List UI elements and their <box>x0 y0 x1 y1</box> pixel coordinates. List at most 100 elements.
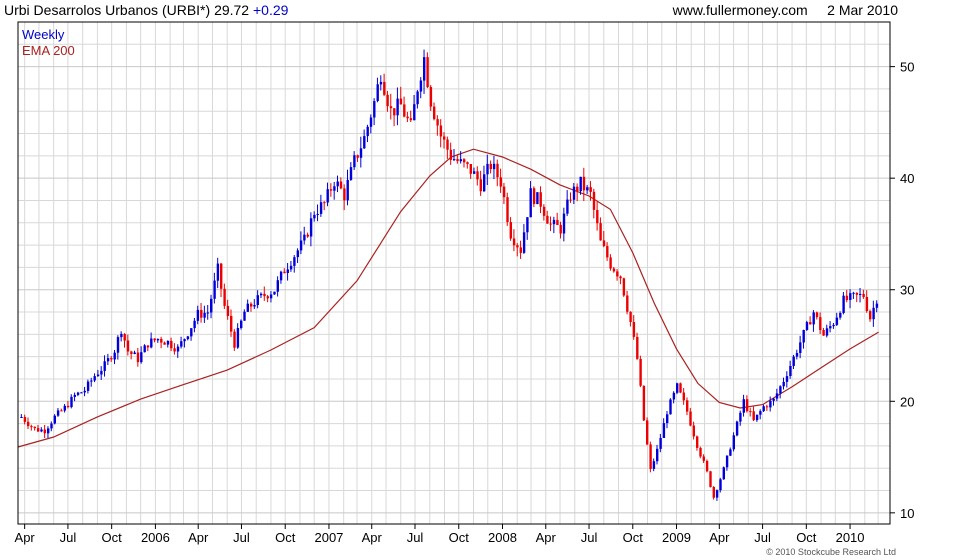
price-bar-body <box>815 312 819 318</box>
ema-layer <box>17 148 879 448</box>
price-bar-body <box>439 125 443 137</box>
price-bar-body <box>60 410 63 412</box>
price-bar-body <box>419 80 423 92</box>
price-bar-body <box>86 381 90 391</box>
price-bar-body <box>150 338 153 348</box>
price-bar-body <box>73 394 76 397</box>
x-tick-label: 2007 <box>314 530 343 545</box>
price-bar-body <box>569 199 572 201</box>
price-bar-body <box>536 192 539 204</box>
price-bar-body <box>220 263 223 289</box>
price-bar-body <box>416 91 419 105</box>
price-bar-body <box>476 171 479 180</box>
price-bar-body <box>273 291 276 295</box>
price-bar-body <box>190 328 193 337</box>
price-bar-body <box>676 383 679 393</box>
price-bar-body <box>120 333 123 338</box>
price-bar-body <box>453 159 456 161</box>
source-url[interactable]: www.fullermoney.com <box>672 2 808 18</box>
price-bar-body <box>63 405 66 411</box>
y-axis: 10 20 30 40 50 <box>890 60 914 521</box>
price-bar-body <box>589 187 592 192</box>
price-bar-body <box>356 155 359 158</box>
price-bar-body <box>599 223 602 241</box>
price-bar-body <box>689 411 692 426</box>
price-bar-body <box>130 351 133 354</box>
price-bar-body <box>233 331 236 348</box>
x-tick-label: Oct <box>796 530 817 545</box>
price-bar-body <box>323 202 326 204</box>
price-bar-body <box>656 448 659 462</box>
price-bar-body <box>37 428 40 432</box>
y-tick-label: 30 <box>900 283 914 298</box>
price-bar-body <box>579 176 582 192</box>
price-bar-body <box>552 219 556 225</box>
price-bar-body <box>715 490 719 498</box>
price-bar-body <box>659 438 662 449</box>
price-bar-body <box>679 383 682 393</box>
price-bar-body <box>110 358 113 360</box>
y-tick-label: 20 <box>900 394 914 409</box>
price-bars <box>20 49 879 501</box>
price-bar-body <box>719 479 722 491</box>
price-change: +0.29 <box>253 2 289 18</box>
price-bar-body <box>403 104 406 117</box>
price-bar-body <box>349 167 353 180</box>
price-bar-body <box>289 265 293 270</box>
price-bar-body <box>606 246 609 258</box>
price-bar-body <box>642 385 646 421</box>
price-bar-body <box>93 376 96 381</box>
chart-date: 2 Mar 2010 <box>827 2 898 18</box>
price-bar-body <box>303 234 306 241</box>
price-bar-body <box>100 370 103 375</box>
price-bar-body <box>499 177 502 187</box>
price-bar-body <box>855 292 859 295</box>
price-bar-body <box>805 322 809 330</box>
price-bar-body <box>409 118 413 121</box>
price-bar-body <box>839 313 842 318</box>
price-bar-body <box>639 358 642 386</box>
price-bar-body <box>393 108 396 116</box>
price-bar-body <box>872 307 875 320</box>
price-bar-body <box>506 197 509 222</box>
price-bar-body <box>170 340 173 349</box>
price-bar-body <box>299 240 303 251</box>
x-tick-label: 2008 <box>488 530 517 545</box>
price-bar-body <box>383 81 386 95</box>
price-bar-body <box>722 467 725 480</box>
price-bar-body <box>519 247 522 253</box>
copyright-text: © 2010 Stockcube Research Ltd <box>766 547 896 557</box>
x-tick-label: Jul <box>407 530 424 545</box>
price-bar-body <box>572 186 576 200</box>
price-bar-body <box>369 117 373 127</box>
price-bar-body <box>609 257 612 269</box>
x-tick-label: Jul <box>233 530 250 545</box>
price-bar-body <box>429 87 433 107</box>
price-bar-body <box>326 189 329 203</box>
price-bar-body <box>359 148 363 158</box>
price-bar-body <box>456 159 459 162</box>
price-bar-body <box>319 202 323 214</box>
price-bar-body <box>296 250 299 258</box>
price-bar-body <box>549 223 552 225</box>
price-bar-body <box>196 309 200 321</box>
price-bar-body <box>353 155 356 168</box>
price-bar-body <box>835 317 839 325</box>
price-bar-body <box>829 326 832 329</box>
price-bar-body <box>672 392 676 400</box>
price-bar-body <box>869 311 872 320</box>
price-bar-body <box>176 346 180 352</box>
price-bar-body <box>413 104 416 121</box>
price-bar-body <box>240 320 243 328</box>
price-bar-body <box>363 136 366 149</box>
price-bar-body <box>492 163 496 170</box>
x-tick-label: Jul <box>754 530 771 545</box>
price-bar-body <box>283 271 286 274</box>
price-bar-body <box>546 215 549 224</box>
price-bar-body <box>769 400 772 408</box>
price-bar-body <box>83 390 86 393</box>
price-bar-body <box>469 164 472 174</box>
grid-lines <box>18 21 890 524</box>
price-bar-body <box>343 188 346 201</box>
price-bar-body <box>522 232 526 253</box>
